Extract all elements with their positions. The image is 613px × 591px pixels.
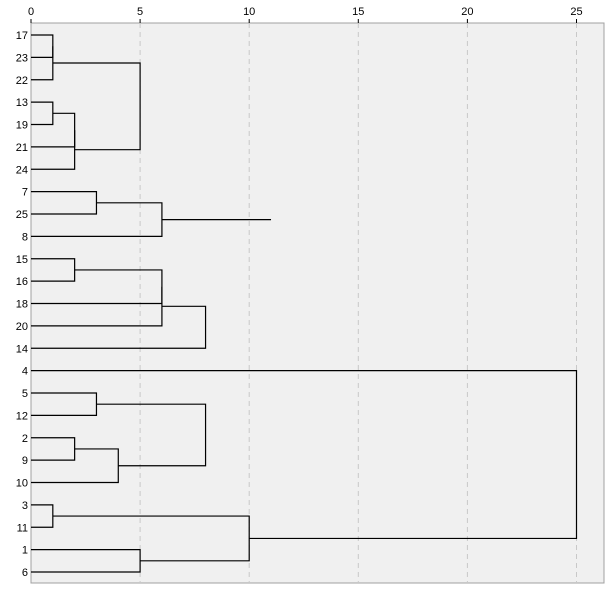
leaf-label: 16	[16, 276, 28, 288]
leaf-label: 6	[22, 567, 28, 579]
leaf-label: 7	[22, 187, 28, 199]
leaf-label: 11	[17, 522, 28, 534]
leaf-label: 23	[16, 52, 28, 64]
dendrogram-link	[52, 62, 141, 151]
x-tick-label: 10	[243, 6, 255, 18]
x-tick-label: 20	[461, 6, 473, 18]
dendrogram-link	[31, 130, 76, 170]
leaf-label: 19	[16, 120, 28, 132]
leaf-label: 3	[22, 500, 28, 512]
dendrogram-link	[31, 305, 207, 349]
dendrogram-links	[31, 34, 578, 573]
leaf-label: 21	[16, 142, 28, 154]
leaf-label: 8	[22, 231, 28, 243]
x-tick-label: 15	[352, 6, 364, 18]
x-tick-label: 25	[570, 6, 582, 18]
leaf-label: 12	[16, 410, 28, 422]
leaf-label: 9	[22, 455, 28, 467]
leaf-label: 10	[16, 478, 28, 490]
leaf-label: 13	[16, 97, 28, 109]
x-tick-label: 5	[137, 6, 143, 18]
leaf-label: 25	[16, 209, 28, 221]
dendrogram-link	[31, 46, 54, 81]
leaf-label: 1	[22, 545, 28, 557]
x-axis-ticks: 0 5 10 15 20 25	[28, 6, 583, 23]
dendrogram-link	[31, 286, 163, 327]
leaf-label: 14	[16, 343, 28, 355]
leaf-label: 22	[16, 75, 28, 87]
leaf-label: 5	[22, 388, 28, 400]
leaf-label: 2	[22, 433, 28, 445]
leaf-label: 18	[16, 299, 28, 311]
leaf-label: 15	[16, 254, 28, 266]
x-tick-label: 0	[28, 6, 34, 18]
leaf-labels: 1723221319212472581516182014451229103111…	[16, 30, 28, 579]
leaf-label: 24	[16, 164, 28, 176]
dendrogram-link	[96, 403, 207, 467]
leaf-label: 20	[16, 321, 28, 333]
leaf-label: 17	[16, 30, 28, 42]
dendrogram-link	[31, 370, 578, 540]
leaf-label: 4	[22, 366, 28, 378]
